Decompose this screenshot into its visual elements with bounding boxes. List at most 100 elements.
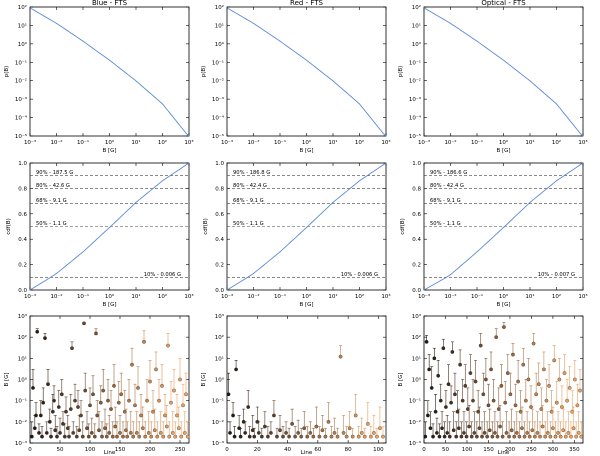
cdf-threshold-label: 80% - 42.4 G	[430, 183, 464, 189]
pdf-data-point	[529, 80, 531, 82]
line-x-tick-label: 250	[526, 447, 537, 453]
pdf-x-tick-label: 10¹	[131, 139, 140, 146]
line-data-point	[149, 434, 154, 439]
line-data-point	[551, 426, 555, 431]
line-data-point	[97, 428, 101, 433]
line-y-tick-label: 10³	[18, 313, 27, 320]
pdf-y-axis-label: p(B)	[4, 66, 10, 78]
cdf-data-point	[307, 226, 308, 227]
line-data-point	[517, 434, 522, 439]
pdf-x-tick-label: 10³	[578, 139, 587, 146]
line-data-point	[423, 434, 428, 439]
line-data-point	[170, 431, 175, 435]
pdf-y-tick-label: 10²	[412, 4, 421, 11]
pdf-data-point	[306, 59, 307, 61]
cdf-x-tick-label: 10³	[184, 293, 193, 300]
cdf-y-axis-label: cdf(B)	[203, 218, 209, 235]
line-data-point	[526, 377, 531, 382]
pdf-y-tick-label: 10⁻¹	[15, 59, 27, 66]
pdf-x-tick-label: 10¹	[525, 139, 534, 146]
cdf-y-tick-label: 0.2	[412, 263, 421, 269]
line-data-point	[85, 426, 89, 431]
line-data-point	[326, 419, 331, 424]
pdf-x-tick-label: 10⁻²	[247, 139, 259, 146]
line-data-point	[76, 405, 80, 409]
line-data-point	[100, 434, 104, 439]
line-y-tick-label: 10⁻²	[15, 419, 27, 426]
line-data-point	[181, 403, 185, 408]
pdf-data-point	[253, 22, 254, 24]
line-x-tick-label: 100	[462, 447, 473, 453]
line-data-point	[454, 434, 459, 439]
cdf-threshold-label: 90% - 186.8 G	[233, 170, 270, 176]
line-x-tick-label: 200	[145, 447, 156, 453]
line-data-point	[44, 431, 49, 435]
line-x-tick-label: 300	[548, 447, 559, 453]
pdf-x-axis-label: B [G]	[496, 148, 510, 154]
line-data-point	[463, 384, 468, 388]
pdf-curve	[226, 7, 387, 137]
panel-title-red: Red - FTS	[290, 0, 323, 7]
cdf-data-point	[529, 201, 531, 203]
line-data-point	[359, 431, 364, 435]
cdf-panel-red: 10⁻³ 10⁻² 10⁻¹ 10⁰ 10¹ 10² 10³ 0.0 0.2 0.4 0.6 0.8 1…	[203, 161, 391, 308]
pdf-y-tick-label: 10⁻²	[409, 78, 421, 85]
line-data-point	[32, 426, 37, 431]
cdf-x-tick-label: 10²	[158, 293, 167, 300]
line-data-point	[547, 384, 551, 388]
pdf-x-tick-label: 10⁰	[105, 139, 115, 146]
line-data-point	[521, 362, 526, 367]
cdf-y-tick-label: 0.8	[18, 186, 27, 192]
cdf-x-tick-label: 10⁻²	[444, 293, 456, 300]
line-x-tick-label: 0	[28, 447, 32, 453]
line-data-point	[152, 428, 157, 433]
pdf-x-tick-label: 10⁻³	[221, 139, 233, 146]
pdf-data-point	[423, 7, 425, 9]
cdf-y-axis-label: cdf(B)	[400, 218, 406, 235]
line-data-point	[131, 434, 136, 439]
pdf-data-point	[82, 40, 84, 42]
pdf-y-tick-label: 10²	[18, 4, 27, 11]
pdf-x-tick-label: 10⁰	[302, 139, 312, 146]
line-data-point	[139, 413, 143, 418]
line-data-point	[544, 398, 549, 403]
line-data-point	[552, 358, 557, 363]
cdf-threshold-label: 68% - 9.1 G	[36, 198, 67, 204]
line-data-point	[256, 431, 261, 435]
cdf-x-tick-label: 10⁻²	[50, 293, 62, 300]
line-data-point	[459, 434, 464, 439]
line-data-point	[473, 379, 478, 384]
line-data-point	[508, 392, 513, 397]
pdf-data-point	[226, 7, 228, 9]
line-data-point	[469, 434, 474, 439]
line-data-point	[513, 403, 518, 408]
line-data-point	[486, 403, 491, 408]
cdf-x-axis-label: B [G]	[496, 302, 510, 308]
line-data-point	[464, 434, 469, 439]
pdf-x-tick-label: 10⁻²	[50, 139, 62, 146]
cdf-y-tick-label: 0.4	[412, 237, 421, 243]
pdf-data-point	[385, 135, 387, 137]
line-x-tick-label: 100	[85, 447, 96, 453]
line-data-point	[344, 434, 349, 439]
line-data-point	[68, 407, 73, 411]
line-data-point	[323, 434, 328, 439]
cdf-y-tick-label: 0.6	[412, 212, 421, 218]
line-data-point	[536, 382, 541, 387]
line-data-point	[476, 409, 480, 414]
line-data-point	[163, 413, 167, 418]
cdf-data-point	[359, 180, 360, 182]
cdf-x-tick-label: 10⁻¹	[274, 293, 286, 300]
line-x-axis-label: Line	[301, 450, 313, 456]
line-data-point	[110, 434, 115, 439]
line-data-point	[89, 431, 94, 435]
line-data-point	[565, 398, 569, 403]
cdf-y-tick-label: 0.8	[215, 186, 224, 192]
line-data-point	[540, 424, 545, 429]
line-data-point	[116, 400, 121, 405]
cdf-y-tick-label: 0.0	[18, 288, 27, 294]
line-data-point	[431, 434, 435, 439]
pdf-x-tick-label: 10³	[184, 139, 193, 146]
cdf-data-point	[423, 289, 425, 291]
